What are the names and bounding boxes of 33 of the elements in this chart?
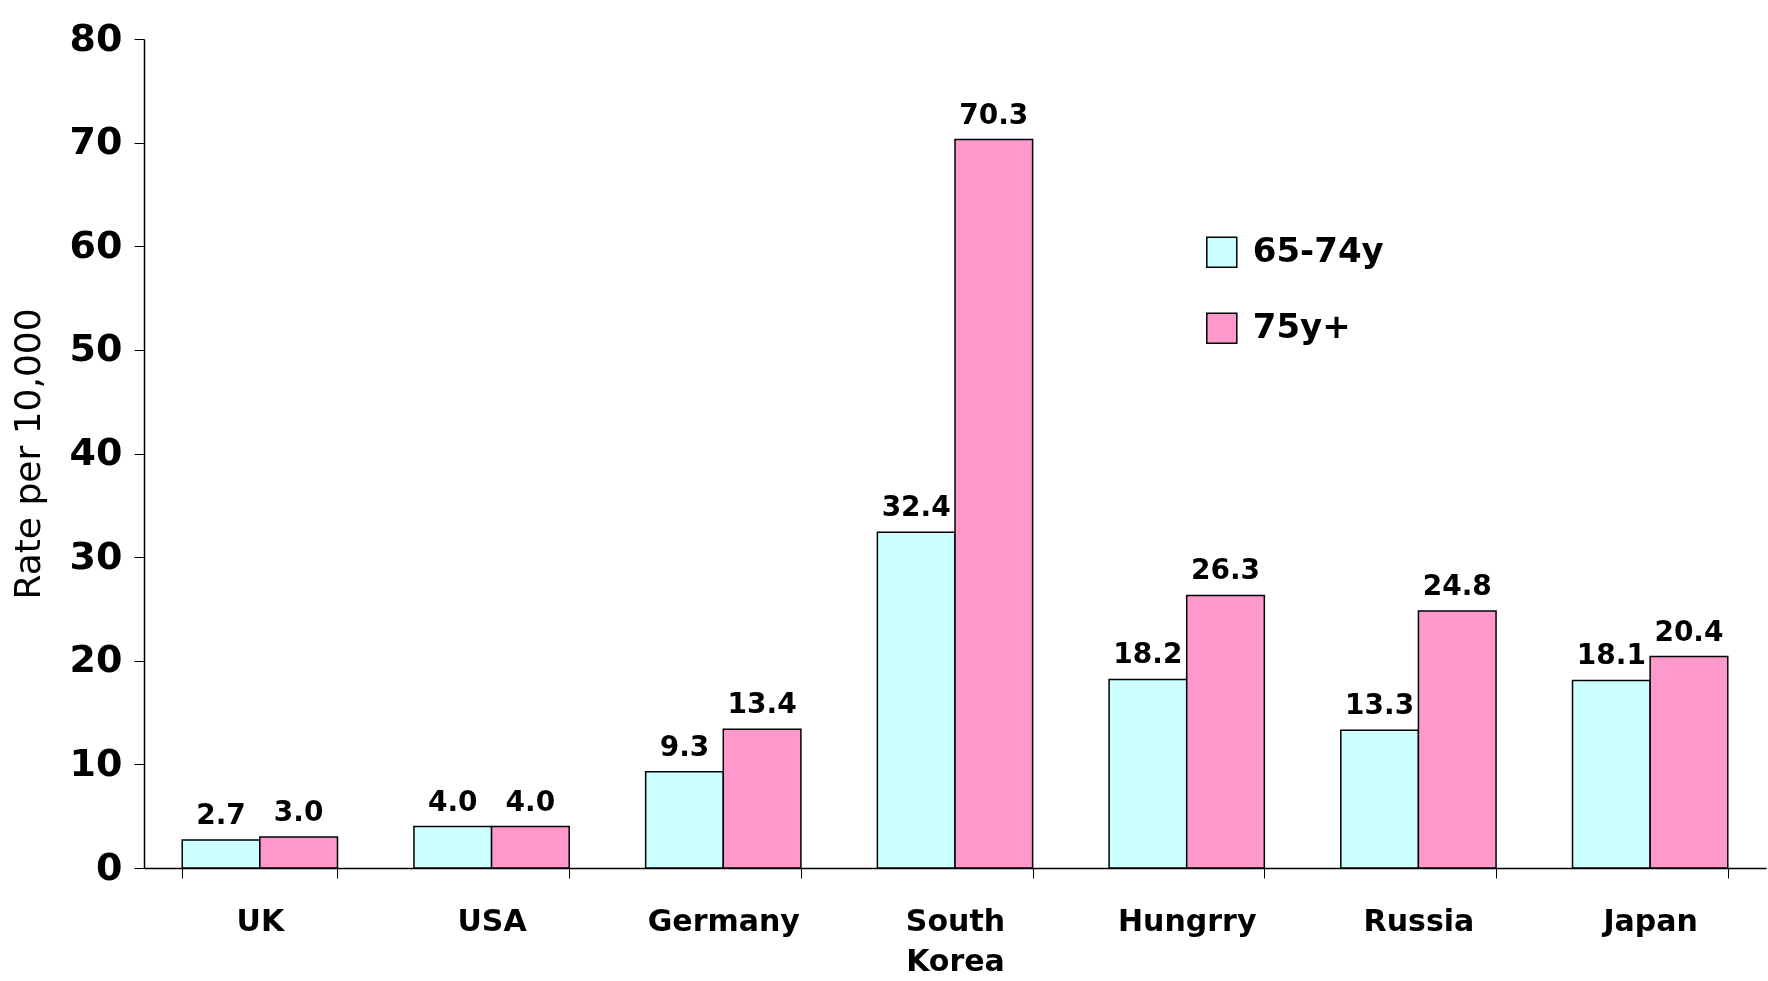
y-tick-label: 60 — [69, 222, 123, 267]
text: 4.0 — [427, 784, 478, 818]
y-tick-label: 70 — [69, 119, 123, 164]
x-tick-label: Germany — [647, 902, 801, 938]
text: 20.4 — [1654, 614, 1724, 648]
x-tick-label: USA — [457, 902, 528, 938]
y-tick-label: 0 — [96, 844, 123, 889]
legend-label: 75y+ — [1252, 306, 1351, 347]
y-tick-label: 10 — [69, 740, 123, 785]
y-tick-label: 30 — [69, 533, 123, 578]
text: 70.3 — [959, 97, 1029, 131]
y-axis-title: Rate per 10,000 — [6, 308, 48, 600]
x-tick-label: Russia — [1363, 902, 1475, 938]
text: 18.2 — [1113, 637, 1183, 671]
x-tick-label: South Korea — [905, 902, 1006, 978]
text: 3.0 — [273, 794, 324, 828]
text: 18.1 — [1576, 638, 1646, 672]
legend-label: 65-74y — [1252, 230, 1384, 271]
text: 32.4 — [881, 490, 951, 524]
text: 24.8 — [1422, 569, 1492, 603]
text: 2.7 — [196, 798, 246, 832]
x-tick-label: UK — [236, 902, 286, 938]
x-tick-label: Hungrry — [1117, 902, 1257, 938]
x-tick-label: Japan — [1601, 902, 1698, 938]
text: 13.4 — [727, 687, 797, 721]
y-tick-label: 20 — [69, 637, 123, 682]
y-tick-label: 80 — [69, 15, 123, 60]
text: 13.3 — [1345, 688, 1415, 722]
y-tick-label: 50 — [69, 326, 123, 371]
text: 9.3 — [659, 729, 710, 763]
y-tick-label: 40 — [69, 430, 123, 474]
text: 4.0 — [505, 784, 556, 818]
text: 26.3 — [1190, 553, 1261, 587]
